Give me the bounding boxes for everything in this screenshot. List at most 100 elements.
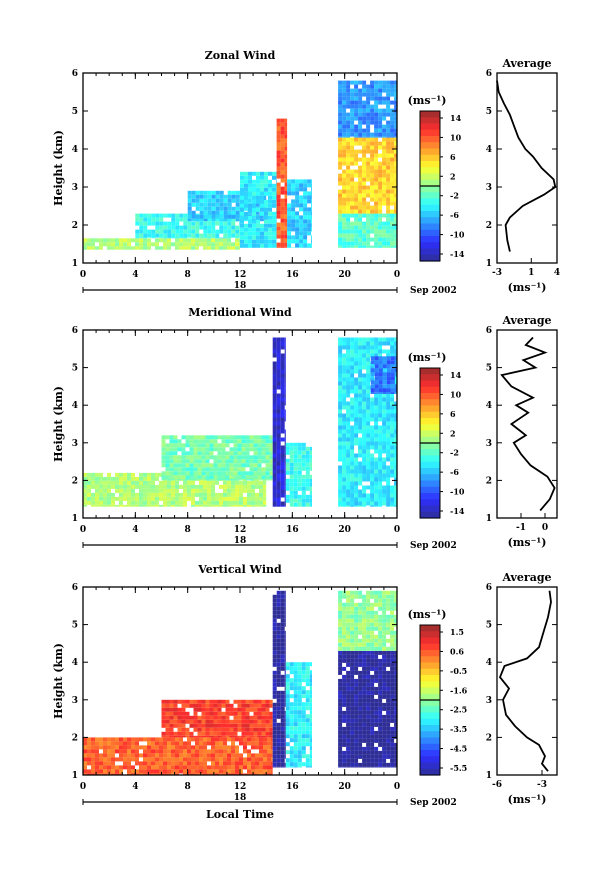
heatmap-cell (309, 682, 312, 687)
heatmap-cell (293, 446, 298, 451)
heatmap-cell (390, 137, 395, 142)
heatmap-cell (143, 246, 147, 250)
colorbar-tick-label: 14 (450, 370, 462, 380)
heatmap-cell (378, 388, 383, 393)
heatmap-cell (291, 211, 296, 216)
heatmap-cell (284, 453, 286, 458)
heatmap-cell (297, 454, 302, 459)
heatmap-cell (151, 217, 156, 222)
heatmap-cell (171, 745, 175, 750)
heatmap-cell (366, 120, 371, 125)
heatmap-cell (181, 735, 186, 738)
heatmap-cell (289, 498, 294, 503)
heatmap-cell (181, 719, 186, 724)
heatmap-cell (127, 492, 131, 497)
heatmap-cell (135, 757, 139, 762)
heatmap-cell (191, 190, 196, 195)
heatmap-cell (276, 381, 281, 386)
heatmap-cell (285, 762, 290, 767)
heatmap-cell (362, 441, 367, 446)
heatmap-cell (394, 120, 397, 125)
heatmap-cell (386, 165, 391, 170)
heatmap-cell (280, 694, 285, 699)
heatmap-cell (350, 173, 355, 178)
heatmap-cell (215, 237, 220, 239)
heatmap-cell (285, 730, 290, 735)
heatmap-cell (213, 735, 218, 738)
heatmap-cell (207, 484, 211, 489)
heatmap-cell (280, 650, 285, 655)
heatmap-cell (366, 630, 371, 635)
heatmap-cell (201, 479, 206, 481)
heatmap-cell (366, 349, 371, 354)
heatmap-cell (342, 702, 347, 707)
heatmap-cell (346, 754, 351, 759)
heatmap-cell (276, 219, 277, 224)
heatmap-cell (338, 702, 343, 707)
heatmap-cell (267, 765, 271, 770)
heatmap-cell (203, 773, 207, 775)
heatmap-cell (350, 461, 355, 466)
heatmap-cell (147, 484, 151, 489)
heatmap-cell (350, 610, 355, 615)
heatmap-cell (227, 753, 231, 758)
heatmap-cell (143, 492, 147, 497)
heatmap-cell (249, 435, 254, 440)
heatmap-cell (382, 485, 387, 490)
heatmap-cell (191, 500, 195, 505)
heatmap-cell (382, 409, 387, 414)
heatmap-cell (362, 746, 367, 751)
heatmap-cell (163, 238, 167, 243)
heatmap-cell (235, 229, 240, 234)
heatmap-cell (295, 203, 300, 208)
heatmap-cell (165, 723, 170, 728)
heatmap-cell (297, 710, 302, 715)
heatmap-cell (276, 234, 281, 239)
heatmap-cell (135, 480, 139, 485)
heatmap-cell (269, 699, 273, 704)
heatmap-cell (366, 401, 371, 406)
heatmap-cell (183, 229, 188, 234)
heatmap-cell (370, 465, 375, 470)
heatmap-cell (293, 766, 298, 768)
heatmap-cell (227, 237, 232, 239)
heatmap-cell (370, 397, 375, 402)
heatmap-cell (268, 203, 272, 208)
heatmap-cell (354, 718, 359, 723)
heatmap-cell (386, 698, 391, 703)
heatmap-cell (139, 238, 143, 243)
heatmap-cell (244, 199, 248, 204)
heatmap-cell (390, 388, 395, 393)
heatmap-cell (191, 745, 195, 750)
heatmap-cell (221, 439, 226, 444)
heatmap-cell (235, 237, 240, 239)
heatmap-cell (225, 479, 230, 481)
heatmap-cell (183, 217, 188, 222)
heatmap-cell (297, 702, 302, 707)
heatmap-cell (394, 185, 397, 190)
heatmap-cell (189, 475, 194, 480)
heatmap-cell (358, 393, 363, 398)
heatmap-cell (301, 494, 306, 499)
heatmap-cell (305, 722, 310, 727)
heatmap-cell (346, 698, 351, 703)
heatmap-cell (255, 757, 259, 762)
heatmap-cell (342, 425, 347, 430)
heatmap-cell (280, 726, 285, 731)
heatmap-cell (107, 242, 111, 247)
heatmap-cell (159, 213, 164, 218)
heatmap-cell (169, 719, 174, 724)
heatmap-cell (346, 710, 351, 715)
heatmap-cell (276, 441, 281, 446)
heatmap-cell (350, 441, 355, 446)
heatmap-cell (119, 238, 123, 243)
colorbar-tick-label: 6 (450, 409, 456, 419)
heatmap-cell (209, 719, 214, 724)
heatmap-cell (354, 666, 359, 671)
heatmap-cell (139, 237, 144, 239)
heatmap-cell (276, 199, 277, 204)
heatmap-cell (301, 450, 306, 455)
heatmap-cell (394, 153, 397, 158)
heatmap-cell (227, 218, 232, 222)
heatmap-cell (358, 501, 363, 506)
